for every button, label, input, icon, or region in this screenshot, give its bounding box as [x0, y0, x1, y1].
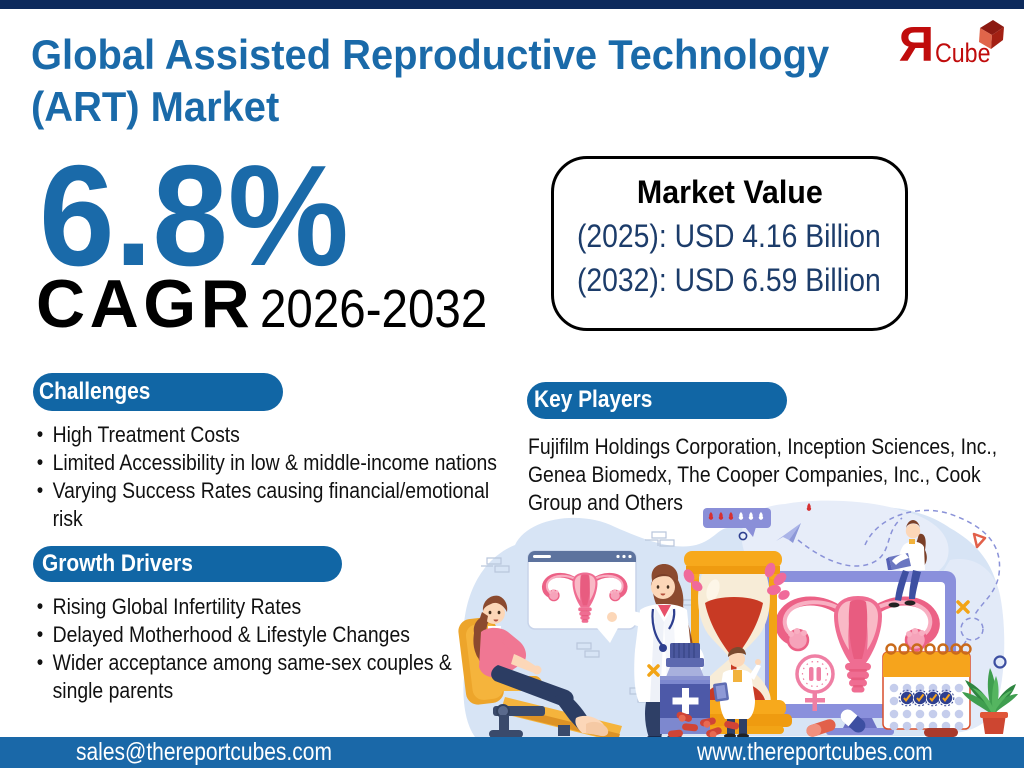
svg-text:Cube: Cube [935, 38, 991, 68]
svg-text:R: R [899, 20, 934, 72]
